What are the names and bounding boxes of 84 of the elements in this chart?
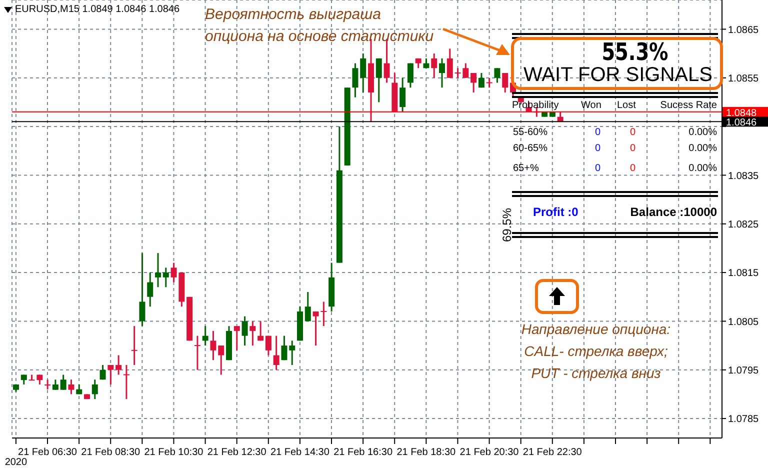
annotation: Вероятность выиграша опциона на основе статистики xyxy=(205,5,435,47)
y-tick-label: 1.0815 xyxy=(728,268,760,280)
ref-line-label: 1.0848 xyxy=(726,108,758,119)
x-tick-label: 21 Feb 20:30 xyxy=(460,447,520,458)
candlestick xyxy=(265,335,272,356)
annotation: 55.3% xyxy=(600,38,670,66)
candlestick xyxy=(470,72,477,94)
annotation: 0 xyxy=(595,127,601,138)
candlestick xyxy=(446,48,453,79)
candlestick xyxy=(289,340,296,366)
candlestick xyxy=(210,330,216,361)
candlestick xyxy=(304,291,311,322)
annotation: Sucess Rate xyxy=(660,100,717,111)
candlestick xyxy=(258,320,264,342)
x-tick-label: 21 Feb 10:30 xyxy=(144,447,204,458)
candlestick xyxy=(155,252,161,288)
annotation: 65+% xyxy=(513,163,539,174)
candlestick xyxy=(242,316,248,346)
candlestick xyxy=(68,378,74,395)
y-tick-label: 1.0865 xyxy=(728,24,760,36)
annotation: 0.00% xyxy=(688,163,717,174)
candlestick xyxy=(52,378,58,391)
candlestick xyxy=(478,72,484,88)
annotation: 0.00% xyxy=(688,143,717,154)
annotation: 55-60% xyxy=(513,127,548,138)
candlestick xyxy=(218,344,224,376)
annotation: 60-65% xyxy=(513,143,548,154)
x-tick-label: 21 Feb 06:30 xyxy=(18,447,78,458)
x-tick-label: 21 Feb 14:30 xyxy=(270,447,330,458)
y-tick-label: 1.0795 xyxy=(728,365,760,376)
annotation: Profit :0 xyxy=(533,205,578,219)
candlestick xyxy=(502,72,508,94)
annotation: Lost xyxy=(617,100,636,111)
annotation: 0 xyxy=(595,163,601,174)
y-tick-label: 1.0805 xyxy=(728,316,760,328)
candlestick xyxy=(147,272,154,308)
y-tick-label: 1.0785 xyxy=(728,414,760,426)
annotation: 69.5% xyxy=(500,208,514,242)
annotation: 0 xyxy=(595,143,601,154)
annotation: 0 xyxy=(630,143,636,154)
annotation: WAIT FOR SIGNALS xyxy=(522,64,714,87)
candlestick xyxy=(202,325,208,346)
annotation: Balance :10000 xyxy=(630,205,717,219)
x-tick-label: 21 Feb 16:30 xyxy=(334,447,393,458)
chart-title: EURUSD,M15 1.0849 1.0846 1.0846 xyxy=(15,4,180,15)
candlestick xyxy=(108,364,114,386)
candlestick xyxy=(92,378,98,400)
candlestick xyxy=(494,67,500,84)
candlestick xyxy=(352,62,358,98)
candlestick xyxy=(44,378,51,390)
annotation: 0 xyxy=(630,127,636,138)
candlestick xyxy=(162,266,169,288)
x-tick-label: 21 Feb 08:30 xyxy=(81,447,141,458)
candlestick xyxy=(131,325,138,366)
x-tick-label: 21 Feb 22:30 xyxy=(522,447,582,458)
candlestick xyxy=(20,374,27,386)
candlestick xyxy=(431,52,438,79)
x-tick-label: 21 Feb 18:30 xyxy=(396,447,456,458)
annotation: 0.00% xyxy=(688,127,717,138)
candlestick xyxy=(281,335,288,361)
candlestick xyxy=(194,335,200,371)
y-tick-label: 1.0825 xyxy=(728,219,760,230)
candlestick xyxy=(360,52,366,94)
candlestick xyxy=(116,354,122,376)
candlestick xyxy=(400,77,406,113)
x-tick-label: 2020 xyxy=(4,457,28,468)
x-tick-label: 21 Feb 12:30 xyxy=(207,447,267,458)
candlestick xyxy=(250,320,256,346)
candlestick xyxy=(60,374,66,391)
candlestick xyxy=(123,364,130,400)
y-tick-label: 1.0835 xyxy=(728,170,760,182)
candlestick xyxy=(486,77,492,88)
candlestick xyxy=(439,58,445,88)
annotation: Won xyxy=(581,100,602,111)
candlestick xyxy=(234,325,240,352)
candlestick xyxy=(273,335,280,371)
y-tick-label: 1.0855 xyxy=(728,73,760,84)
candlestick xyxy=(139,252,146,327)
ref-line-label: 1.0846 xyxy=(726,118,758,129)
candlestick xyxy=(407,62,414,88)
annotation: Направление опциона: CALL- стрелка вверх; PUT - стрелка вниз xyxy=(520,320,672,383)
candlestick xyxy=(100,364,106,380)
candlestick xyxy=(376,58,382,103)
annotation: 0 xyxy=(630,163,636,174)
